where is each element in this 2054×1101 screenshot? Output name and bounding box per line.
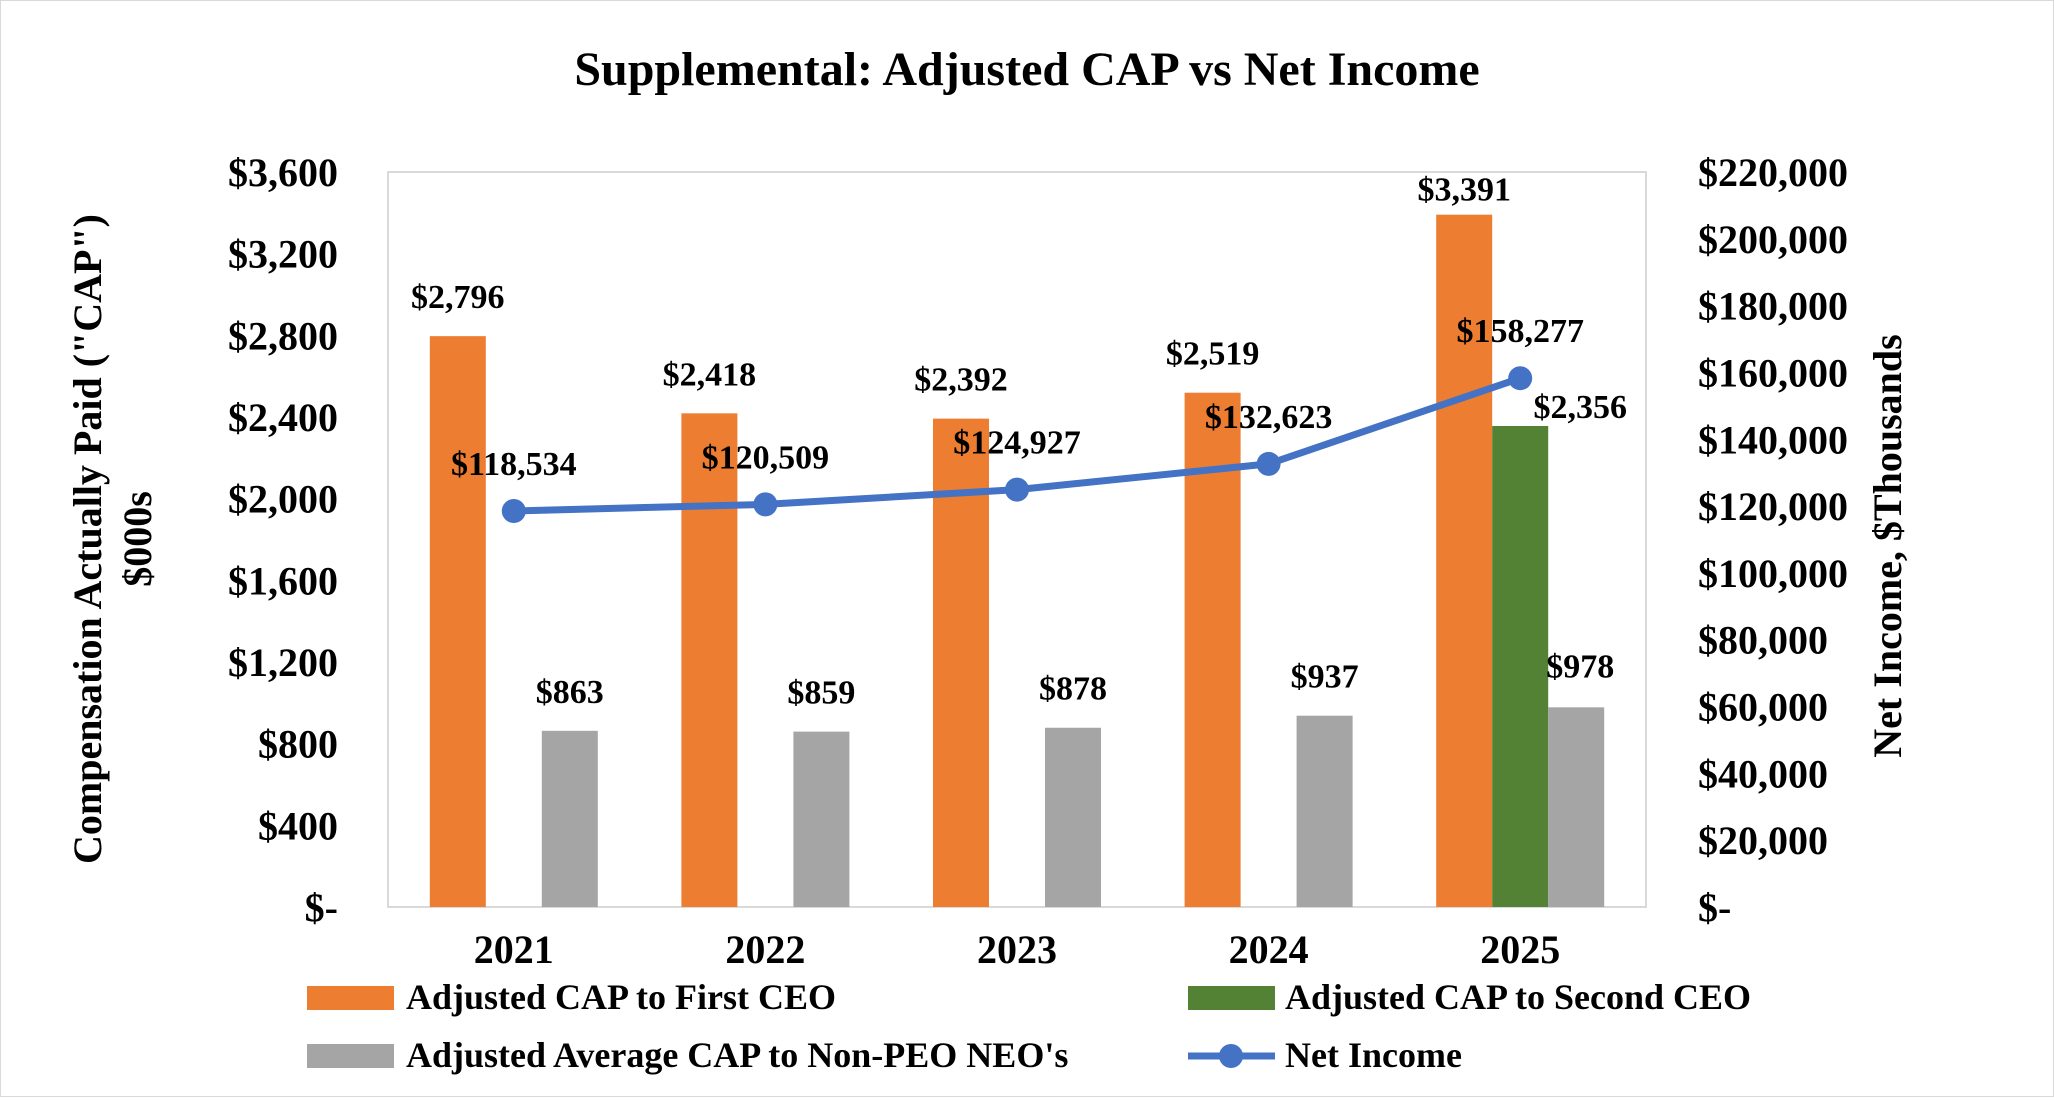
chart-title: Supplemental: Adjusted CAP vs Net Income: [574, 43, 1479, 96]
y-tick-right-label: $60,000: [1698, 685, 1828, 730]
left-axis-title-line2: $000s: [115, 491, 160, 587]
legend-label-net-income: Net Income: [1285, 1035, 1462, 1075]
net-income-point-2022: [753, 492, 778, 517]
left-axis-title: Compensation Actually Paid ("CAP") $000s: [65, 214, 160, 864]
bar-adjusted-average-cap-to-non-peo-neo-s-2023: [1045, 727, 1101, 907]
y-tick-right-label: $120,000: [1698, 484, 1848, 529]
y-axis-right: $- $20,000 $40,000 $60,000 $80,000 $100,000 $1…: [1698, 150, 1848, 930]
net-income-point-2023: [1005, 477, 1029, 502]
y-tick-right-label: $200,000: [1698, 217, 1848, 262]
bar-adjusted-cap-to-second-ceo-2025: [1492, 425, 1549, 907]
y-tick-right-label: $-: [1698, 885, 1731, 930]
legend-swatch-adjusted-cap-to-second-ceo: [1188, 986, 1275, 1010]
bar-adjusted-cap-to-first-ceo-2022: [681, 413, 738, 907]
y-tick-left-label: $800: [258, 722, 338, 767]
legend-swatch-adjusted-average-cap-to-non-peo-neo-s: [307, 1044, 394, 1068]
y-tick-left-label: $3,200: [228, 232, 338, 277]
y-tick-left-label: $3,600: [228, 150, 338, 195]
data-label: $2,392: [914, 362, 1008, 399]
y-tick-left-label: $1,200: [228, 640, 338, 685]
legend: Adjusted CAP to First CEO Adjusted CAP to…: [307, 977, 1751, 1075]
y-tick-left-label: $400: [258, 803, 338, 848]
data-label: $2,356: [1533, 389, 1627, 426]
y-tick-right-label: $140,000: [1698, 417, 1848, 462]
bar-adjusted-cap-to-first-ceo-2021: [429, 336, 486, 907]
bar-adjusted-average-cap-to-non-peo-neo-s-2025: [1548, 707, 1605, 907]
x-tick-label: 2021: [474, 927, 554, 972]
x-tick-label: 2024: [1229, 927, 1309, 972]
y-tick-left-label: $2,000: [228, 477, 338, 522]
bar-adjusted-cap-to-first-ceo-2024: [1184, 392, 1241, 907]
y-tick-left-label: $2,400: [228, 395, 338, 440]
y-tick-left-label: $1,600: [228, 558, 338, 603]
legend-swatch-adjusted-cap-to-first-ceo: [307, 986, 394, 1010]
data-label: $3,391: [1417, 172, 1511, 209]
y-axis-left: $- $400 $800 $1,200 $1,600 $2,000 $2,400 $2,800…: [228, 150, 338, 930]
net-income-point-2024: [1256, 451, 1281, 476]
y-tick-right-label: $100,000: [1698, 551, 1848, 596]
net-income-data-label: $132,623: [1205, 399, 1333, 436]
legend-label-adjusted-average-cap-to-non-peo-neo-s: Adjusted Average CAP to Non-PEO NEO's: [406, 1035, 1068, 1075]
left-axis-title-line1: Compensation Actually Paid ("CAP"): [65, 214, 110, 864]
net-income-point-2021: [501, 498, 526, 523]
data-label: $2,796: [411, 279, 505, 316]
bar-adjusted-cap-to-first-ceo-2023: [933, 418, 989, 907]
data-label: $2,418: [663, 356, 757, 393]
legend-marker-net-income: [1219, 1044, 1243, 1068]
bar-adjusted-average-cap-to-non-peo-neo-s-2024: [1296, 715, 1353, 907]
y-tick-right-label: $20,000: [1698, 818, 1828, 863]
y-tick-right-label: $180,000: [1698, 284, 1848, 329]
y-tick-right-label: $40,000: [1698, 751, 1828, 796]
data-label: $937: [1291, 659, 1359, 696]
net-income-line: [501, 366, 1533, 523]
legend-label-adjusted-cap-to-second-ceo: Adjusted CAP to Second CEO: [1285, 977, 1751, 1017]
data-label: $978: [1546, 648, 1614, 685]
y-tick-left-label: $2,800: [228, 313, 338, 358]
data-label: $859: [787, 675, 855, 712]
bars: [429, 214, 1605, 907]
y-tick-right-label: $220,000: [1698, 150, 1848, 195]
x-tick-label: 2023: [977, 927, 1057, 972]
net-income-data-label: $124,927: [953, 425, 1081, 462]
data-labels: $2,796 $2,418 $2,392 $2,519 $3,391 $2,356 $863…: [411, 172, 1627, 712]
data-label: $878: [1039, 671, 1107, 708]
legend-label-adjusted-cap-to-first-ceo: Adjusted CAP to First CEO: [406, 977, 836, 1017]
bar-adjusted-average-cap-to-non-peo-neo-s-2021: [541, 730, 598, 907]
data-label: $863: [536, 674, 604, 711]
right-axis-title: Net Income, $Thousands: [1865, 334, 1910, 757]
y-tick-right-label: $80,000: [1698, 618, 1828, 663]
bar-adjusted-average-cap-to-non-peo-neo-s-2022: [793, 731, 850, 907]
y-tick-left-label: $-: [305, 885, 338, 930]
net-income-data-label: $120,509: [702, 439, 830, 476]
bar-adjusted-cap-to-first-ceo-2025: [1436, 214, 1493, 907]
y-tick-right-label: $160,000: [1698, 350, 1848, 395]
net-income-data-label: $118,534: [451, 446, 577, 483]
net-income-point-2025: [1508, 366, 1533, 391]
x-tick-label: 2025: [1480, 927, 1560, 972]
x-axis: 2021 2022 2023 2024 2025: [474, 927, 1560, 972]
net-income-data-label: $158,277: [1456, 313, 1584, 350]
x-tick-label: 2022: [725, 927, 805, 972]
data-label: $2,519: [1166, 336, 1260, 373]
